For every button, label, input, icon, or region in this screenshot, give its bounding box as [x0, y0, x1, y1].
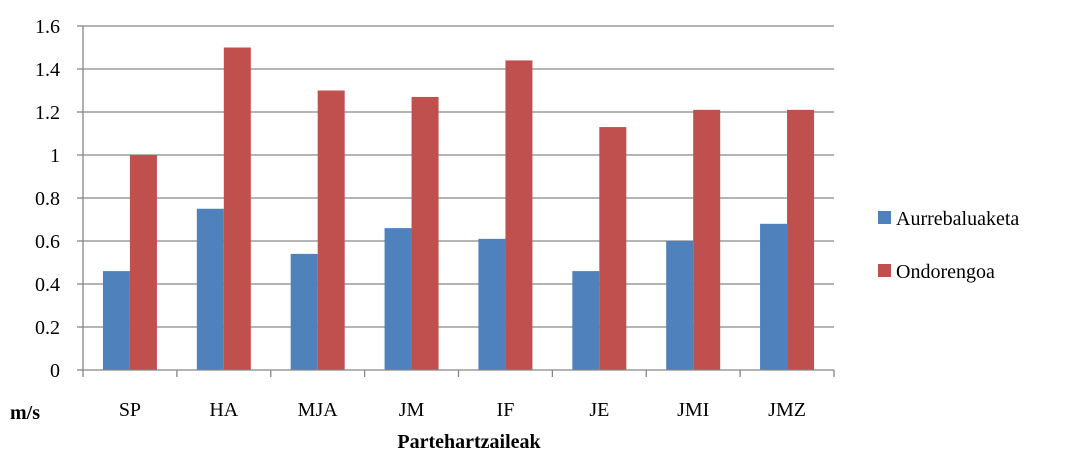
x-tick-label: JM: [399, 399, 425, 421]
bar-ondorengoa: [693, 109, 721, 370]
legend-swatch: [878, 264, 891, 277]
legend-label: Aurrebaluaketa: [896, 208, 1019, 230]
y-tick-label: 0: [50, 360, 60, 382]
bar-aurrebaluaketa: [478, 238, 506, 370]
y-tick-label: 0.2: [35, 317, 60, 339]
y-tick-label: 0.4: [35, 274, 60, 296]
bar-aurrebaluaketa: [572, 271, 600, 370]
axes: [77, 25, 835, 377]
y-tick-label: 1.2: [35, 102, 60, 124]
x-tick-labels: SP HA MJA JM IF JE JMI JMZ: [119, 399, 806, 421]
bar-ondorengoa: [129, 155, 157, 370]
bar-aurrebaluaketa: [290, 253, 318, 370]
bar-aurrebaluaketa: [196, 208, 224, 370]
bar-ondorengoa: [317, 90, 345, 370]
bar-aurrebaluaketa: [760, 223, 788, 370]
x-tick-label: SP: [119, 399, 141, 421]
x-axis-title: Partehartzaileak: [397, 431, 541, 453]
x-tick-label: JMZ: [768, 399, 806, 421]
x-tick-label: HA: [209, 399, 238, 421]
bar-aurrebaluaketa: [102, 271, 130, 370]
legend: Aurrebaluaketa Ondorengoa: [878, 208, 1019, 283]
gridlines: [83, 25, 834, 328]
legend-swatch: [878, 211, 891, 224]
bar-ondorengoa: [787, 109, 815, 370]
y-tick-labels: 0 0.2 0.4 0.6 0.8 1 1.2 1.4 1.6: [35, 16, 60, 382]
y-tick-label: 1.6: [35, 16, 60, 38]
y-tick-label: 1: [50, 145, 60, 167]
bar-ondorengoa: [599, 127, 627, 370]
bar-ondorengoa: [223, 47, 251, 370]
legend-label: Ondorengoa: [896, 261, 995, 283]
y-tick-label: 1.4: [35, 59, 60, 81]
y-tick-label: 0.8: [35, 188, 60, 210]
bar-ondorengoa: [411, 96, 439, 370]
x-tick-label: MJA: [298, 399, 339, 421]
y-tick-label: 0.6: [35, 231, 60, 253]
x-tick-label: JMI: [677, 399, 709, 421]
bar-aurrebaluaketa: [384, 228, 412, 370]
x-tick-label: IF: [497, 399, 515, 421]
y-axis-unit-label: m/s: [10, 402, 40, 424]
x-tick-label: JE: [589, 399, 609, 421]
bar-ondorengoa: [505, 60, 533, 371]
bars: [102, 47, 815, 371]
bar-aurrebaluaketa: [666, 241, 694, 370]
